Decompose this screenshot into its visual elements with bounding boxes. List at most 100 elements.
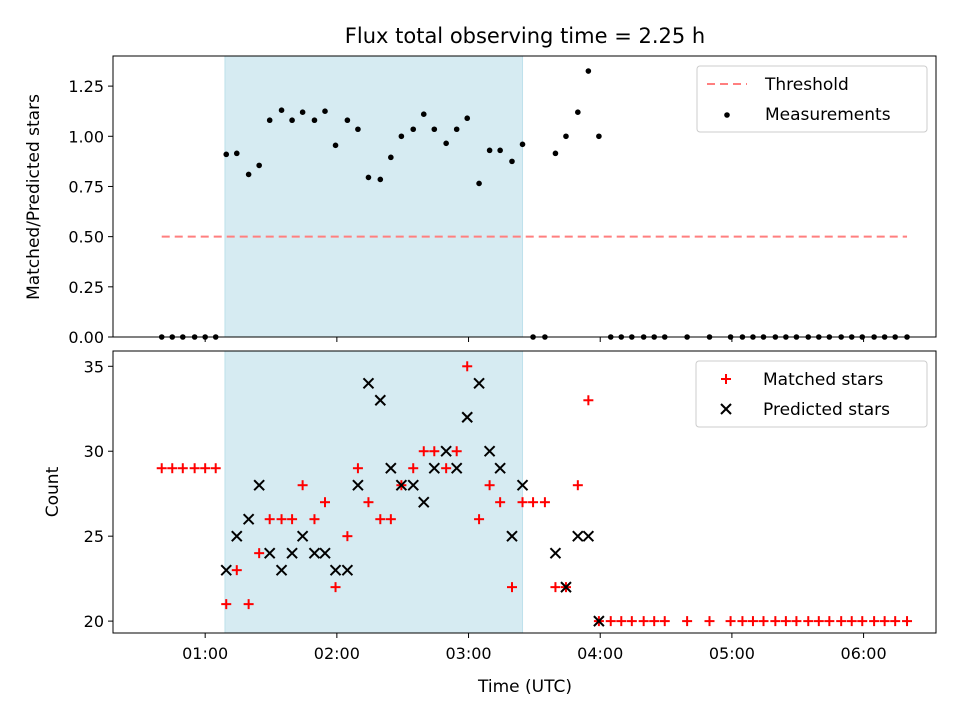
predicted-star-point [483, 445, 496, 457]
matched-star-point [824, 616, 835, 627]
bottom-panel: 01:00 02:00 03:00 04:00 05:00 06:00 20 25 30 35 Ma… [84, 350, 937, 663]
x-stroke [341, 564, 354, 576]
matched-star-point [659, 616, 670, 627]
matched-star-point [902, 616, 913, 627]
matched-star-point [890, 616, 901, 627]
matched-star-point [572, 480, 583, 491]
predicted-star-point [461, 411, 473, 423]
x-stroke [385, 462, 397, 474]
measurement-point [278, 107, 285, 113]
matched-star-point [375, 514, 386, 525]
bottom-y-axis-label: Count [43, 466, 63, 517]
matched-star-point [869, 616, 880, 627]
x-stroke [572, 530, 584, 542]
matched-star-point [363, 497, 374, 508]
legend-predicted-swatch [720, 403, 732, 415]
measurement-point [420, 111, 427, 118]
x-stroke [374, 394, 387, 406]
predicted-star-point [374, 394, 387, 406]
x-stroke [308, 547, 321, 559]
x-stroke [450, 462, 463, 474]
y-tick-label: 1.00 [68, 127, 104, 146]
measurement-point [453, 126, 460, 133]
measurement-point [322, 108, 328, 114]
measurement-point [410, 126, 417, 133]
measurement-point [443, 140, 449, 147]
y-tick-label: 0.25 [68, 278, 104, 297]
x-stroke [428, 462, 441, 474]
y-tick-label: 0.00 [68, 328, 104, 347]
x-stroke [440, 445, 452, 457]
x-stroke [506, 530, 518, 542]
measurement-point [355, 126, 361, 133]
matched-star-point [276, 514, 287, 525]
legend-matched-label: Matched stars [763, 370, 883, 390]
matched-star-point [408, 463, 419, 474]
legend-predicted-label: Predicted stars [763, 400, 890, 420]
x-tick-label: 02:00 [314, 644, 360, 663]
x-stroke [593, 615, 605, 627]
matched-star-point [704, 616, 715, 627]
predicted-star-point [362, 377, 375, 389]
measurement-point [299, 109, 306, 115]
matched-star-point [583, 395, 594, 406]
matched-star-point [506, 582, 517, 593]
measurement-point [476, 180, 482, 187]
x-axis-label: Time (UTC) [477, 677, 572, 697]
y-tick-label: 30 [84, 442, 104, 461]
matched-star-point [616, 616, 627, 627]
x-stroke [362, 377, 375, 389]
x-stroke [286, 547, 298, 559]
matched-star-point [221, 599, 232, 610]
x-stroke [461, 411, 473, 423]
x-stroke [720, 403, 732, 415]
measurement-point [486, 147, 493, 154]
matched-star-point [156, 463, 167, 474]
matched-star-point [813, 616, 824, 627]
measurement-point [431, 126, 438, 133]
x-stroke [220, 564, 232, 576]
predicted-star-point [385, 462, 397, 474]
matched-star-point [737, 616, 748, 627]
matched-star-point [638, 616, 649, 627]
measurement-point [464, 115, 471, 122]
predicted-star-point [428, 462, 441, 474]
matched-star-point [167, 463, 178, 474]
measurement-point [223, 151, 230, 158]
x-tick-label: 01:00 [182, 644, 228, 663]
matched-star-point [682, 616, 693, 627]
predicted-star-point [308, 547, 321, 559]
legend-matched-swatch [721, 374, 731, 384]
predicted-star-point [516, 479, 529, 491]
predicted-star-point [560, 581, 572, 593]
predicted-star-point [593, 615, 605, 627]
predicted-star-point [352, 479, 364, 491]
matched-star-point [320, 497, 331, 508]
x-stroke [253, 479, 265, 491]
measurement-point [344, 117, 351, 124]
measurement-point [245, 171, 252, 178]
legend-measurements-label: Measurements [765, 105, 891, 125]
y-tick-label: 20 [84, 612, 104, 631]
x-stroke [296, 530, 309, 542]
measurement-point [311, 117, 318, 124]
top-y-axis-label: Matched/Predicted stars [24, 94, 44, 300]
measurement-point [497, 147, 503, 154]
measurement-point [388, 154, 394, 161]
measurement-point [585, 68, 592, 74]
chart-title: Flux total observing time = 2.25 h [345, 24, 705, 48]
x-stroke [418, 496, 430, 508]
matched-star-point [200, 463, 211, 474]
matched-star-point [836, 616, 847, 627]
predicted-star-point [341, 564, 354, 576]
x-stroke [263, 547, 276, 559]
matched-star-point [297, 480, 308, 491]
matched-star-point [539, 497, 550, 508]
predicted-star-point [407, 479, 419, 491]
predicted-star-point [582, 530, 595, 542]
top-panel: 0.00 0.25 0.50 0.75 1.00 1.25 Threshold Measure… [68, 55, 937, 347]
measurement-point [398, 133, 405, 140]
matched-star-point [791, 616, 802, 627]
x-stroke [319, 547, 331, 559]
